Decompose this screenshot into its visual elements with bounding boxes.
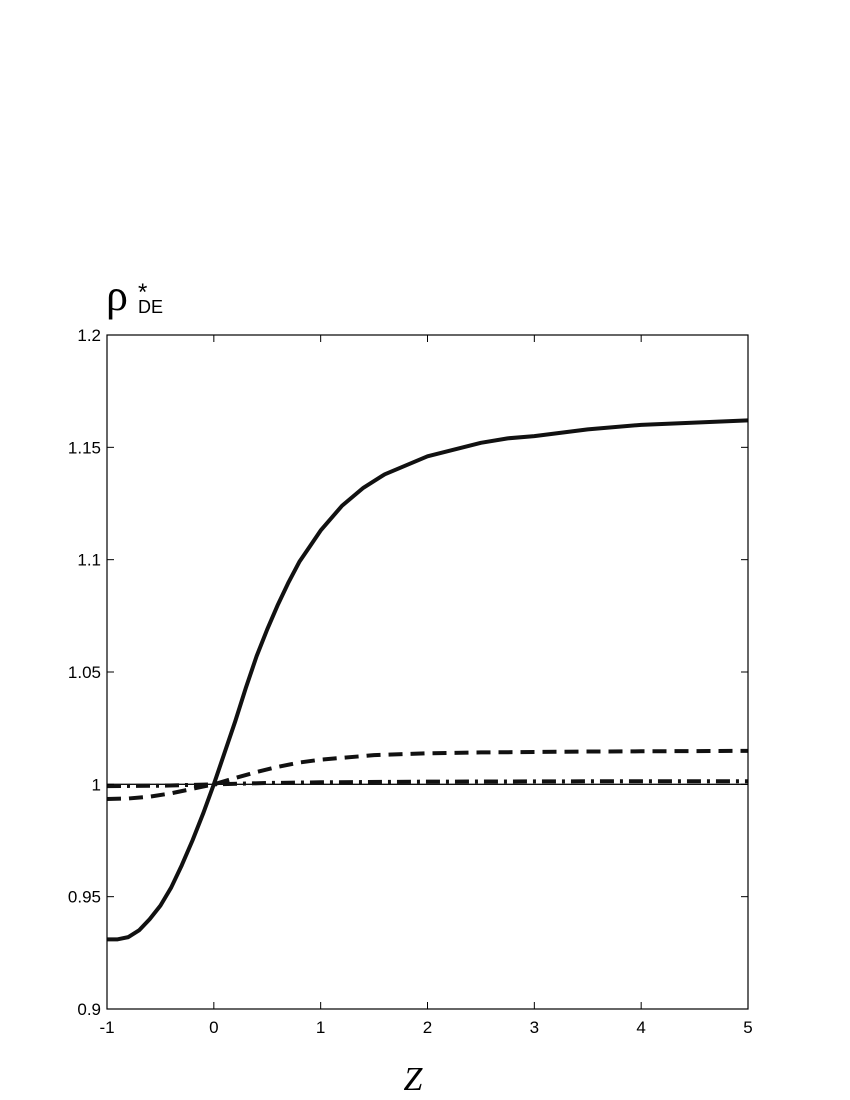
x-axis-label: Z — [404, 1061, 424, 1098]
series-line-dashed — [106, 748, 749, 801]
x-tick-label: 0 — [209, 1018, 218, 1037]
series-line-solid-thick — [107, 418, 749, 942]
chart-curves — [106, 418, 749, 942]
y-tick-label: 1.2 — [77, 326, 101, 345]
series-line-dash-dot — [106, 779, 748, 789]
axis-ticks — [106, 334, 749, 1010]
plot-frame — [106, 334, 749, 1010]
y-tick-label: 1.1 — [77, 551, 101, 570]
y-tick-label: 0.95 — [68, 888, 101, 907]
y-axis-label: ρ * DE — [106, 271, 163, 320]
y-axis-label-subscript: DE — [138, 297, 163, 317]
x-tick-label: 2 — [423, 1018, 432, 1037]
y-tick-label: 1.05 — [68, 663, 101, 682]
x-tick-label: 1 — [316, 1018, 325, 1037]
y-tick-label: 1 — [92, 775, 101, 794]
x-tick-label: 5 — [743, 1018, 752, 1037]
y-tick-label: 0.9 — [77, 1000, 101, 1019]
x-tick-label: -1 — [99, 1018, 114, 1037]
axis-tick-labels: -1 0 1 2 3 4 5 0.9 0.95 1 1.05 1.1 1.15 1.2 — [68, 326, 753, 1037]
y-tick-label: 1.15 — [68, 438, 101, 457]
x-tick-label: 3 — [530, 1018, 539, 1037]
y-axis-label-symbol: ρ — [106, 271, 128, 320]
x-tick-label: 4 — [636, 1018, 645, 1037]
y-axis-label-superscript: * — [138, 279, 147, 306]
